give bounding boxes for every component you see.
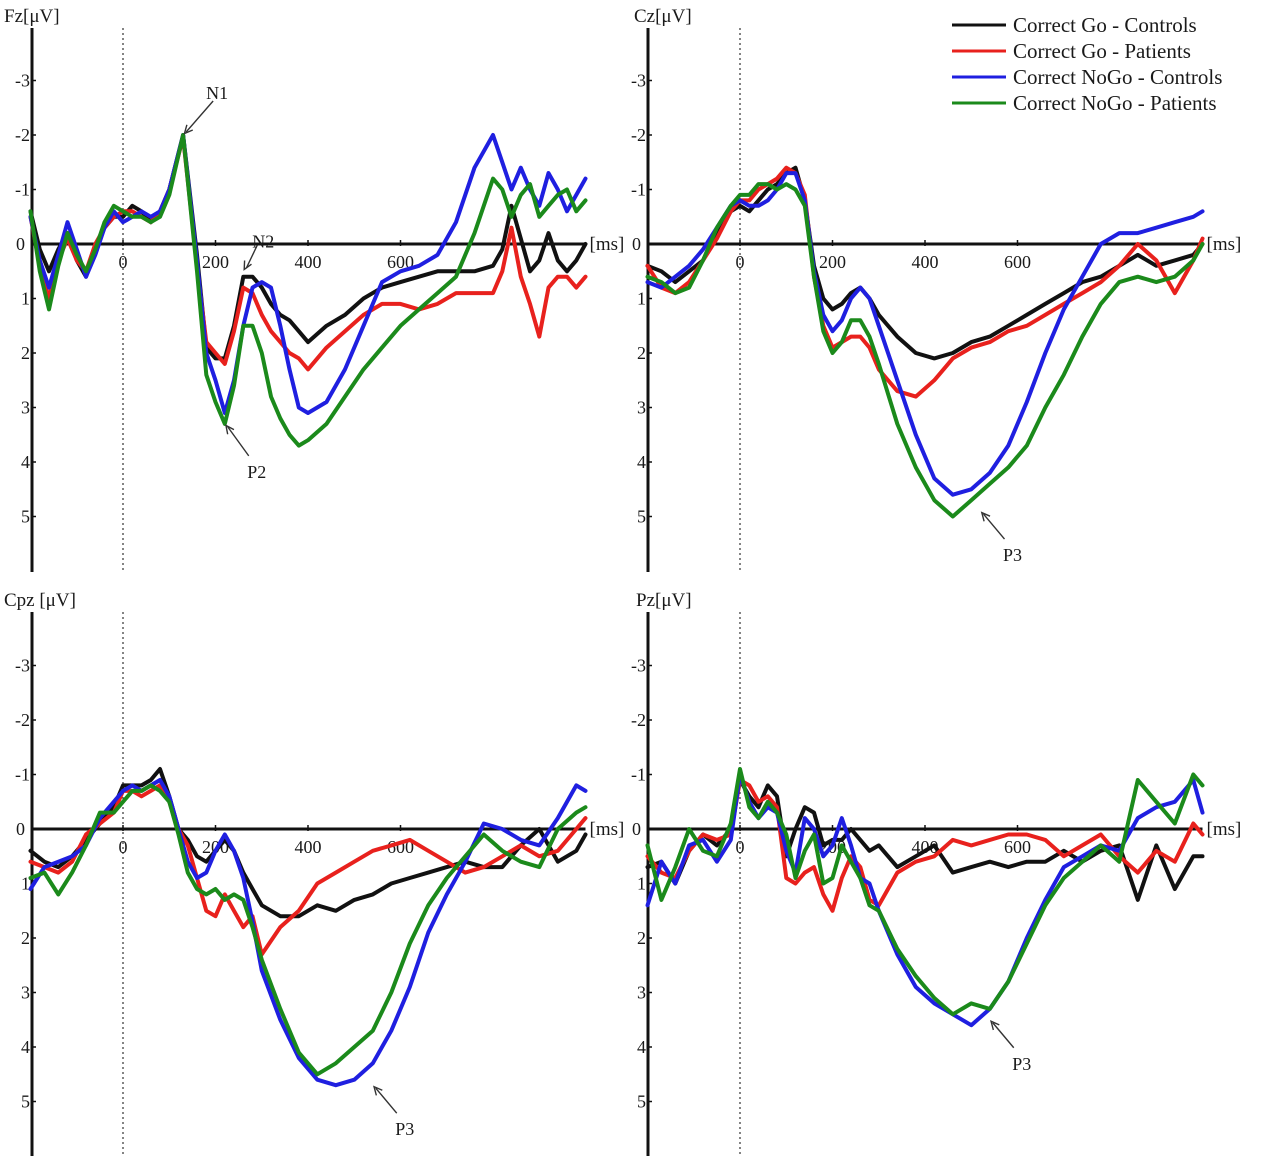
x-tick-label: 0	[119, 252, 128, 272]
y-tick-label: 1	[637, 874, 646, 894]
annotation-arrowhead	[224, 424, 235, 435]
series-line-correct-nogo-patients	[28, 133, 588, 448]
y-tick-label: -1	[15, 180, 30, 200]
y-tick-label: 1	[21, 289, 30, 309]
y-tick-label: 0	[632, 819, 641, 839]
y-tick-label: -3	[15, 656, 30, 676]
annotation-label: P3	[1012, 1054, 1031, 1074]
y-tick-label: -2	[631, 710, 646, 730]
x-tick-label: 0	[736, 837, 745, 857]
annotation-label: N2	[252, 231, 274, 251]
x-axis-title: [ms]	[590, 234, 625, 255]
y-axis-title: Cpz [μV]	[4, 590, 76, 611]
annotation-arrowhead	[980, 511, 991, 522]
y-tick-label: 5	[637, 507, 646, 527]
x-tick-label: 400	[295, 837, 322, 857]
y-tick-label: -2	[15, 710, 30, 730]
y-tick-label: -1	[631, 180, 646, 200]
annotation-label: P2	[247, 462, 266, 482]
annotation-arrow	[227, 426, 250, 457]
y-tick-label: 2	[637, 928, 646, 948]
y-tick-label: 0	[16, 234, 25, 254]
legend-entry: Correct NoGo - Patients	[1013, 91, 1217, 115]
series-line-correct-go-patients	[28, 783, 588, 957]
y-tick-label: -1	[631, 765, 646, 785]
y-tick-label: 5	[21, 507, 30, 527]
annotation-arrowhead	[243, 260, 252, 271]
x-tick-label: 600	[387, 252, 414, 272]
annotation-label: N1	[206, 83, 228, 103]
annotation-label: P3	[395, 1119, 414, 1139]
y-tick-label: 3	[21, 983, 30, 1003]
y-tick-label: 2	[21, 343, 30, 363]
y-tick-label: 5	[21, 1092, 30, 1112]
annotation-label: P3	[1003, 545, 1022, 565]
y-tick-label: 3	[637, 398, 646, 418]
series-line-correct-go-controls	[28, 133, 588, 361]
series-line-correct-nogo-controls	[645, 171, 1205, 497]
x-axis-title: [ms]	[590, 819, 625, 840]
y-axis-title: Fz[μV]	[4, 6, 60, 27]
y-tick-label: -2	[15, 125, 30, 145]
legend-entry: Correct Go - Controls	[1013, 13, 1197, 37]
series-line-correct-nogo-patients	[28, 783, 588, 1077]
series-line-correct-nogo-patients	[645, 182, 1205, 519]
series-line-correct-nogo-controls	[28, 133, 588, 415]
x-tick-label: 200	[202, 252, 229, 272]
series-line-correct-nogo-patients	[645, 767, 1205, 1017]
annotation-arrow	[992, 1022, 1015, 1049]
x-axis-title: [ms]	[1207, 234, 1242, 255]
y-axis-title: Pz[μV]	[636, 590, 692, 611]
y-tick-label: 1	[637, 289, 646, 309]
annotation-arrow	[245, 244, 258, 269]
y-tick-label: -2	[631, 125, 646, 145]
y-tick-label: -3	[631, 71, 646, 91]
y-tick-label: 4	[637, 452, 646, 472]
annotation-arrow	[375, 1087, 398, 1114]
y-tick-label: 4	[637, 1037, 646, 1057]
panel-1: Fz[μV] [ms] -3 -2 -1 0 1 2 3 4 5 0 200 400 600 N1 N2 P2	[4, 6, 624, 572]
y-tick-label: 3	[637, 983, 646, 1003]
x-tick-label: 0	[119, 837, 128, 857]
y-tick-label: 3	[21, 398, 30, 418]
y-tick-label: 1	[21, 874, 30, 894]
annotation-arrow	[982, 513, 1006, 540]
legend-entry: Correct NoGo - Controls	[1013, 65, 1222, 89]
x-tick-label: 600	[1004, 837, 1031, 857]
y-tick-label: 2	[637, 343, 646, 363]
y-axis-title: Cz[μV]	[634, 6, 692, 27]
x-tick-label: 200	[819, 252, 846, 272]
panel-2: Cz[μV] [ms] -3 -2 -1 0 1 2 3 4 5 0 200 400 600 P3	[631, 6, 1241, 572]
legend-entry: Correct Go - Patients	[1013, 39, 1191, 63]
x-tick-label: 400	[912, 252, 939, 272]
x-tick-label: 0	[736, 252, 745, 272]
y-tick-label: 4	[21, 1037, 30, 1057]
y-tick-label: 5	[637, 1092, 646, 1112]
y-tick-label: -1	[15, 765, 30, 785]
y-tick-label: 0	[632, 234, 641, 254]
y-tick-label: -3	[15, 71, 30, 91]
annotation-arrowhead	[990, 1020, 1000, 1031]
annotation-arrowhead	[183, 124, 194, 135]
annotation-arrowhead	[373, 1085, 383, 1096]
x-tick-label: 400	[295, 252, 322, 272]
y-tick-label: 2	[21, 928, 30, 948]
x-tick-label: 600	[1004, 252, 1031, 272]
x-axis-title: [ms]	[1207, 819, 1242, 840]
x-tick-label: 400	[912, 837, 939, 857]
y-tick-label: 0	[16, 819, 25, 839]
y-tick-label: 4	[21, 452, 30, 472]
y-tick-label: -3	[631, 656, 646, 676]
annotation-arrow	[185, 100, 214, 133]
